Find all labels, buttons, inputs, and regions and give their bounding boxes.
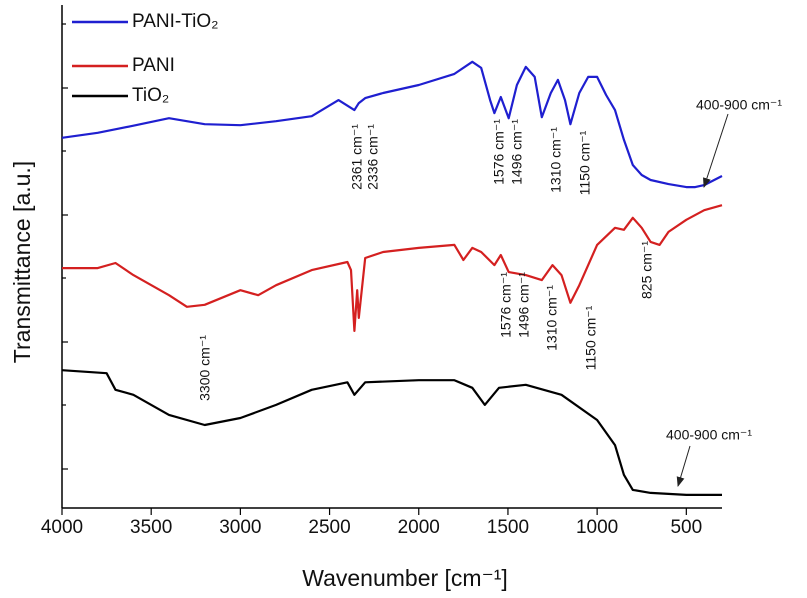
peak-annotation: 1310 cm⁻¹ — [548, 127, 564, 193]
y-axis-ticks — [62, 23, 68, 470]
x-tick-label: 3000 — [219, 517, 261, 538]
peak-annotation: 2336 cm⁻¹ — [365, 124, 381, 190]
peak-annotation: 3300 cm⁻¹ — [197, 335, 213, 401]
x-tick-label: 4000 — [41, 517, 83, 538]
x-axis-title: Wavenumber [cm⁻¹] — [302, 565, 508, 591]
x-tick-label: 3500 — [130, 517, 172, 538]
peak-annotation: 2361 cm⁻¹ — [349, 124, 365, 190]
range-annotation: 400-900 cm⁻¹ — [666, 427, 752, 443]
annotation-arrow — [676, 445, 691, 487]
peak-annotation: 1150 cm⁻¹ — [577, 130, 593, 195]
x-tick-label: 2000 — [398, 517, 440, 538]
peak-annotation: 1496 cm⁻¹ — [509, 119, 525, 185]
x-tick-label: 1000 — [576, 517, 618, 538]
legend-label: PANI — [132, 55, 175, 76]
y-axis-title: Transmittance [a.u.] — [9, 161, 35, 363]
legend-label: TiO₂ — [132, 85, 169, 106]
spectrum-line — [61, 60, 723, 189]
peak-annotation: 825 cm⁻¹ — [639, 241, 655, 299]
peak-annotation: 1496 cm⁻¹ — [516, 272, 532, 338]
x-tick-label: 500 — [670, 517, 702, 538]
peak-annotation: 1150 cm⁻¹ — [583, 305, 599, 370]
legend-label: PANI-TiO₂ — [132, 11, 219, 32]
peak-annotation: 1576 cm⁻¹ — [498, 272, 514, 338]
spectrum-line — [62, 204, 723, 332]
peak-annotation: 1576 cm⁻¹ — [491, 119, 507, 185]
x-tick-label: 1500 — [487, 517, 529, 538]
peak-annotation: 1310 cm⁻¹ — [544, 285, 560, 351]
annotation-arrow — [703, 113, 729, 188]
x-tick-label: 2500 — [308, 517, 350, 538]
spectrum-line — [61, 369, 722, 496]
range-annotation: 400-900 cm⁻¹ — [696, 97, 782, 113]
